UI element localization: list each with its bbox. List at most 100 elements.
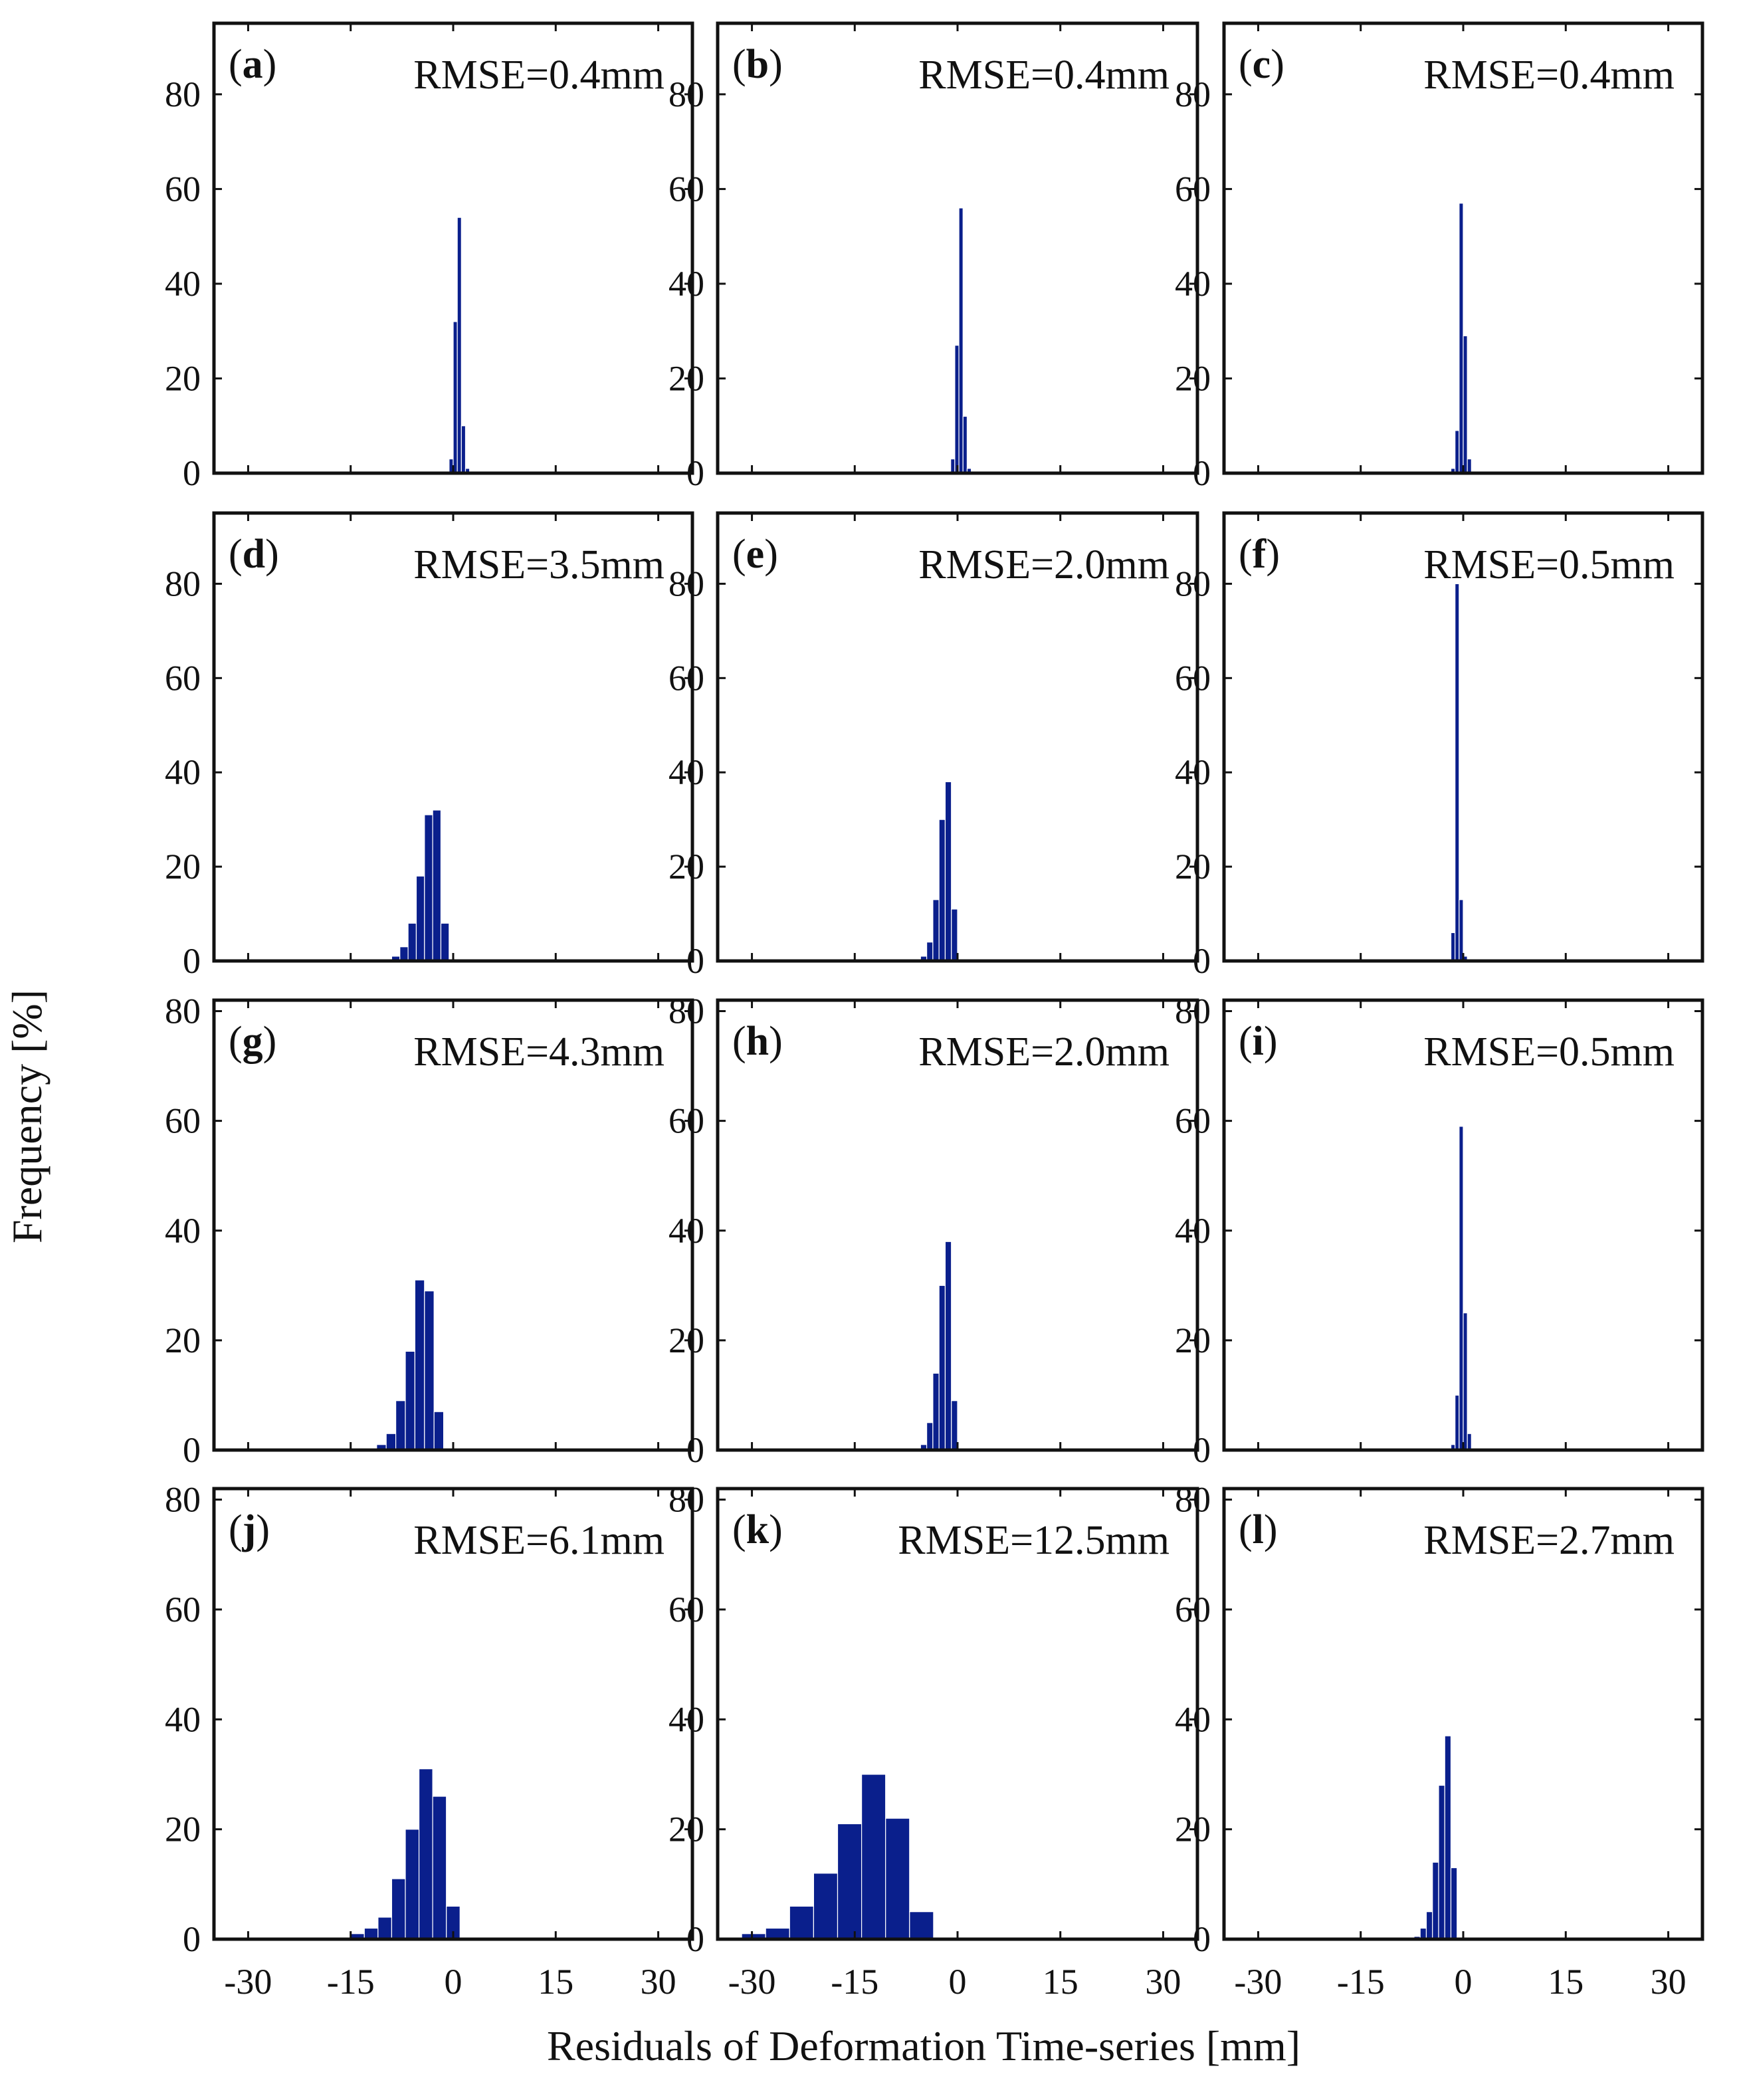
y-tick-label: 20 — [1175, 358, 1211, 398]
y-tick-label: 40 — [1175, 264, 1211, 304]
y-tick-label: 40 — [165, 1211, 201, 1251]
y-tick-label: 40 — [1175, 1211, 1211, 1251]
histogram-bar-k-6 — [861, 1774, 886, 1940]
y-tick-label: 60 — [668, 1590, 704, 1629]
y-tick-label: 60 — [1175, 658, 1211, 698]
y-tick-label: 80 — [1175, 74, 1211, 114]
panel-d: 0 20 40 60 80 (d) RMSE=3.5mm — [165, 511, 694, 981]
panel-label: (i) — [1239, 1019, 1278, 1064]
y-tick-label: 20 — [165, 1810, 201, 1849]
y-tick-label: 0 — [1193, 1919, 1211, 1959]
histogram-bar-g-2 — [385, 1433, 397, 1451]
y-tick-label: 60 — [1175, 1101, 1211, 1141]
x-tick-label: 0 — [1455, 1962, 1473, 2002]
histogram-bar-l-6 — [1450, 1867, 1458, 1940]
panel-label: (e) — [732, 532, 778, 577]
histogram-bar-j-4 — [391, 1878, 406, 1940]
panel-f: 0 20 40 60 80 (f) RMSE=0.5mm — [1175, 511, 1704, 981]
y-tick-label: 40 — [165, 264, 201, 304]
y-tick-label: 20 — [668, 1320, 704, 1360]
x-tick-label: 30 — [1145, 1962, 1181, 2002]
y-tick-label: 20 — [165, 358, 201, 398]
x-tick-label: 0 — [445, 1962, 462, 2002]
histogram-bar-k-5 — [837, 1823, 863, 1940]
panel-label: (l) — [1239, 1507, 1278, 1552]
rmse-annotation: RMSE=4.3mm — [413, 1029, 664, 1075]
y-tick-label: 80 — [668, 992, 704, 1031]
histogram-bar-a-1 — [453, 321, 458, 474]
y-tick-label: 80 — [1175, 992, 1211, 1031]
panel-label: (f) — [1239, 532, 1280, 577]
x-tick-label: -30 — [1234, 1962, 1282, 2002]
histogram-bar-f-2 — [1459, 899, 1464, 962]
histogram-bar-a-3 — [460, 425, 466, 474]
histogram-bar-a-2 — [457, 217, 462, 474]
rmse-annotation: RMSE=2.0mm — [918, 1029, 1170, 1075]
panel-label: (h) — [732, 1019, 783, 1064]
histogram-bar-l-4 — [1438, 1784, 1445, 1940]
y-tick-label: 60 — [1175, 169, 1211, 209]
rmse-annotation: RMSE=2.7mm — [1423, 1518, 1675, 1563]
y-tick-label: 80 — [165, 74, 201, 114]
panel-i: 0 20 40 60 80 (i) RMSE=0.5mm — [1175, 992, 1704, 1470]
histogram-bar-f-1 — [1455, 583, 1460, 962]
panel-b: 0 20 40 60 80 (b) RMSE=0.4mm — [668, 21, 1199, 493]
rmse-annotation: RMSE=0.4mm — [1423, 52, 1675, 98]
y-tick-label: 0 — [183, 453, 201, 493]
x-tick-label: 15 — [1043, 1962, 1078, 2002]
panel-label: (a) — [229, 42, 276, 87]
y-tick-label: 60 — [668, 658, 704, 698]
histogram-bar-b-0 — [950, 459, 956, 474]
x-tick-label: 30 — [641, 1962, 676, 2002]
histogram-bar-k-4 — [813, 1873, 839, 1940]
histogram-bar-e-3 — [938, 819, 946, 962]
histogram-bar-i-4 — [1467, 1433, 1472, 1451]
histogram-bar-j-6 — [418, 1768, 433, 1940]
y-tick-label: 60 — [165, 169, 201, 209]
histogram-bar-e-2 — [932, 899, 940, 962]
x-tick-label: 15 — [1548, 1962, 1584, 2002]
panel-grid: 0 20 40 60 80 (a) RMSE=0.4mm 0 20 40 60 80 (b) RMSE=0… — [165, 21, 1704, 2002]
y-tick-label: 80 — [165, 564, 201, 603]
histogram-bar-k-3 — [789, 1905, 815, 1940]
y-tick-label: 40 — [668, 264, 704, 304]
x-tick-label: -15 — [831, 1962, 878, 2002]
x-tick-label: 0 — [949, 1962, 967, 2002]
y-tick-label: 60 — [1175, 1590, 1211, 1629]
x-tick-label: -30 — [728, 1962, 776, 2002]
y-tick-label: 20 — [668, 847, 704, 887]
panel-label: (b) — [732, 42, 783, 87]
histogram-bar-e-4 — [944, 781, 952, 962]
y-tick-label: 20 — [165, 1320, 201, 1360]
y-tick-label: 40 — [668, 752, 704, 792]
histogram-bar-i-3 — [1463, 1312, 1468, 1451]
y-tick-label: 40 — [165, 752, 201, 792]
y-tick-label: 20 — [668, 358, 704, 398]
panel-g: 0 20 40 60 80 (g) RMSE=4.3mm — [165, 992, 694, 1470]
histogram-bar-e-1 — [926, 942, 934, 962]
histogram-bar-h-4 — [944, 1241, 952, 1451]
y-tick-label: 0 — [1193, 941, 1211, 981]
y-tick-label: 40 — [668, 1211, 704, 1251]
x-tick-label: 30 — [1651, 1962, 1686, 2002]
y-tick-label: 20 — [165, 847, 201, 887]
histogram-bar-d-6 — [440, 922, 450, 962]
y-tick-label: 0 — [183, 941, 201, 981]
histogram-bar-g-6 — [424, 1290, 435, 1451]
histogram-bar-i-2 — [1459, 1126, 1464, 1451]
histogram-bar-g-3 — [395, 1400, 406, 1451]
y-tick-label: 80 — [668, 564, 704, 603]
histogram-bar-b-3 — [962, 415, 968, 474]
histogram-bar-g-4 — [405, 1350, 415, 1451]
histogram-bar-k-7 — [885, 1818, 910, 1940]
panel-label: (k) — [732, 1507, 783, 1552]
histogram-bar-l-5 — [1444, 1735, 1452, 1940]
histogram-bar-g-7 — [433, 1411, 445, 1451]
y-tick-label: 60 — [668, 1101, 704, 1141]
y-tick-label: 40 — [668, 1699, 704, 1739]
rmse-annotation: RMSE=3.5mm — [413, 542, 664, 587]
rmse-annotation: RMSE=6.1mm — [413, 1518, 664, 1563]
y-tick-label: 40 — [1175, 752, 1211, 792]
histogram-bar-h-3 — [938, 1285, 946, 1451]
